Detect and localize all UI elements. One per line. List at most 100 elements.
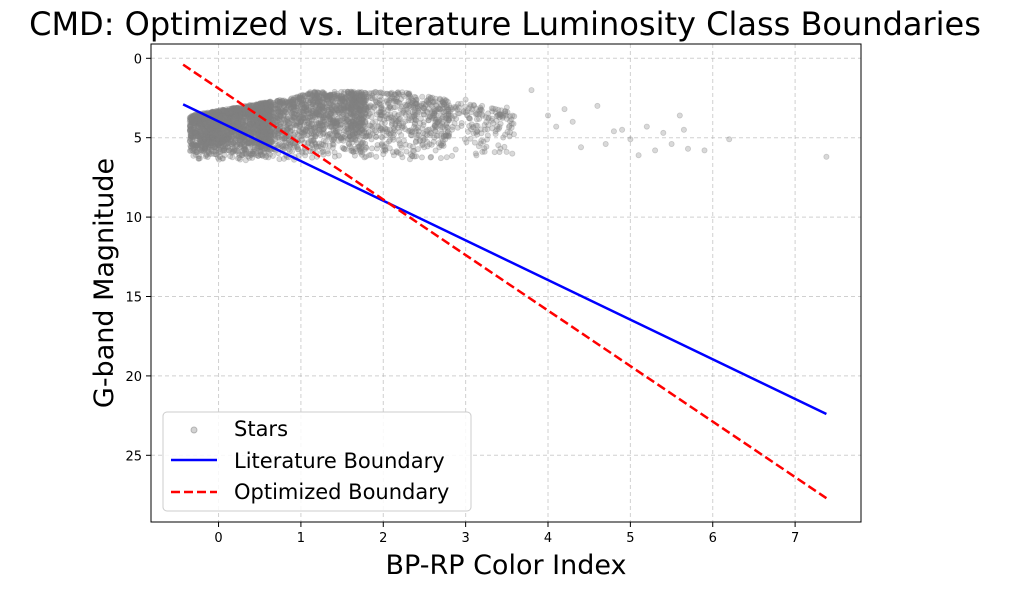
star-point <box>287 96 294 103</box>
star-point <box>197 138 204 145</box>
star-point <box>528 87 535 94</box>
star-point <box>338 104 345 111</box>
star-point <box>259 109 266 116</box>
star-point <box>220 131 227 138</box>
star-point <box>195 153 202 160</box>
star-point <box>358 103 365 110</box>
star-point <box>337 100 344 107</box>
star-point <box>204 128 211 135</box>
star-point <box>223 147 230 154</box>
star-point <box>264 106 271 113</box>
star-point <box>417 137 424 144</box>
star-point <box>362 153 369 160</box>
star-point <box>345 90 352 97</box>
star-point <box>275 115 282 122</box>
star-point <box>440 140 447 147</box>
star-point <box>303 106 310 113</box>
star-point <box>225 147 232 154</box>
star-point <box>186 137 193 144</box>
star-point <box>226 134 233 141</box>
star-point <box>402 118 409 125</box>
star-point <box>298 116 305 123</box>
star-point <box>264 101 271 108</box>
star-point <box>235 110 242 117</box>
star-point <box>372 97 379 104</box>
x-tick-label: 0 <box>214 531 222 546</box>
star-point <box>202 140 209 147</box>
star-point <box>233 119 240 126</box>
star-point <box>356 129 363 136</box>
star-point <box>385 115 392 122</box>
star-point <box>233 114 240 121</box>
star-point <box>285 104 292 111</box>
star-point <box>400 93 407 100</box>
star-point <box>464 108 471 115</box>
star-point <box>231 147 238 154</box>
star-point <box>378 104 385 111</box>
star-point <box>373 133 380 140</box>
star-point <box>352 137 359 144</box>
star-point <box>325 108 332 115</box>
star-point <box>425 96 432 103</box>
star-point <box>367 131 374 138</box>
star-point <box>393 148 400 155</box>
star-point <box>335 152 342 159</box>
star-point <box>323 120 330 127</box>
star-point <box>430 98 437 105</box>
star-point <box>261 135 268 142</box>
star-point <box>376 100 383 107</box>
star-point <box>289 109 296 116</box>
star-point <box>237 113 244 120</box>
star-point <box>569 118 576 125</box>
star-point <box>210 133 217 140</box>
star-point <box>399 154 406 161</box>
star-point <box>479 102 486 109</box>
star-point <box>186 138 193 145</box>
star-point <box>353 106 360 113</box>
star-point <box>207 120 214 127</box>
star-point <box>373 153 380 160</box>
star-point <box>494 112 501 119</box>
star-point <box>346 133 353 140</box>
star-point <box>309 113 316 120</box>
star-point <box>264 110 271 117</box>
star-point <box>390 116 397 123</box>
star-point <box>271 114 278 121</box>
star-point <box>339 97 346 104</box>
star-point <box>440 132 447 139</box>
star-point <box>375 109 382 116</box>
star-point <box>302 126 309 133</box>
star-point <box>358 102 365 109</box>
y-tick-label: 10 <box>125 211 142 226</box>
star-point <box>333 92 340 99</box>
star-point <box>344 112 351 119</box>
star-point <box>257 124 264 131</box>
star-point <box>377 111 384 118</box>
star-point <box>413 101 420 108</box>
star-point <box>333 95 340 102</box>
star-point <box>203 129 210 136</box>
star-point <box>332 123 339 130</box>
star-point <box>668 140 675 147</box>
star-point <box>402 112 409 119</box>
star-point <box>411 116 418 123</box>
star-point <box>199 138 206 145</box>
y-axis-label: G-band Magnitude <box>89 158 120 408</box>
star-point <box>267 139 274 146</box>
star-point <box>442 132 449 139</box>
star-point <box>492 130 499 137</box>
star-point <box>411 123 418 130</box>
star-point <box>329 141 336 148</box>
star-point <box>307 109 314 116</box>
star-point <box>187 147 194 154</box>
star-point <box>322 112 329 119</box>
star-point <box>439 118 446 125</box>
star-point <box>218 142 225 149</box>
star-point <box>405 91 412 98</box>
star-point <box>403 102 410 109</box>
star-point <box>329 108 336 115</box>
star-point <box>329 137 336 144</box>
star-point <box>276 156 283 163</box>
chart-title: CMD: Optimized vs. Literature Luminosity… <box>29 5 981 43</box>
star-point <box>257 148 264 155</box>
